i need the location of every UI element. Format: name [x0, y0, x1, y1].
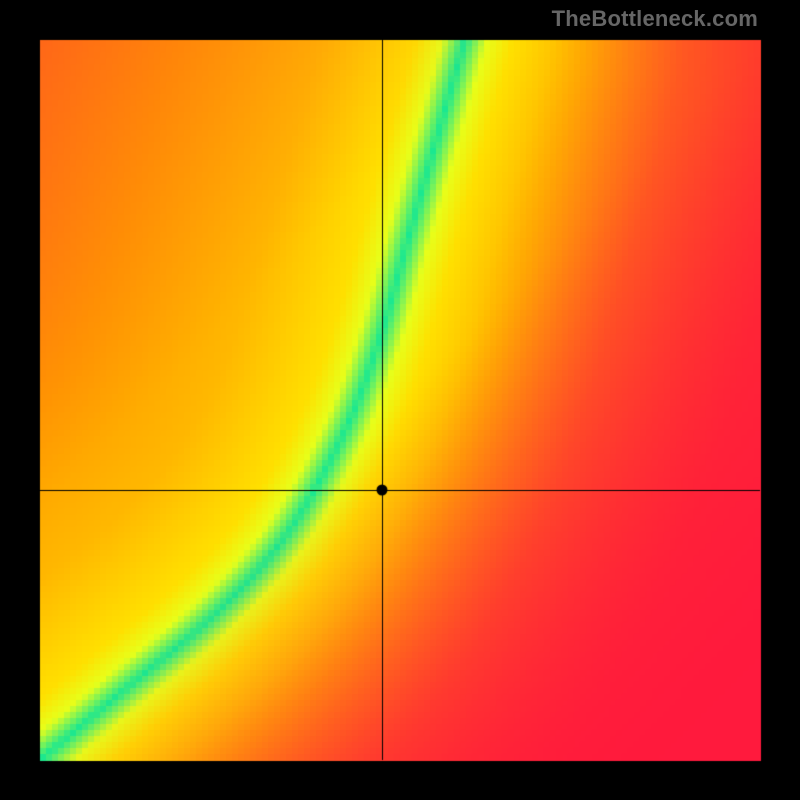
watermark-text: TheBottleneck.com: [552, 6, 758, 32]
heatmap-canvas: [0, 0, 800, 800]
chart-container: TheBottleneck.com: [0, 0, 800, 800]
